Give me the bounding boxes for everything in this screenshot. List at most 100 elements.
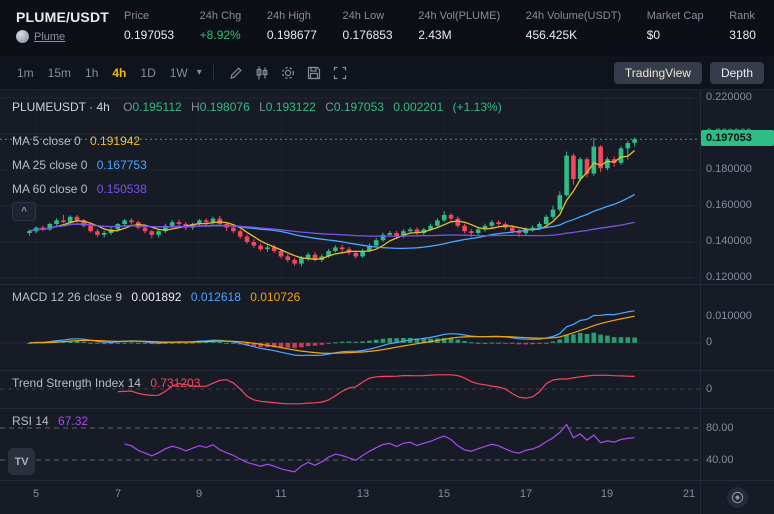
high-value: 0.198076	[199, 100, 250, 114]
stat-market-cap: Market Cap $0	[647, 10, 704, 56]
time-axis-label: 11	[275, 488, 287, 500]
market-stats: Price 0.197053 24h Chg +8.92% 24h High 0…	[108, 0, 774, 56]
stat-label: 24h Chg	[199, 10, 242, 22]
scroll-to-latest-button[interactable]	[727, 487, 748, 508]
symbol-interval-label: PLUMEUSDT · 4h	[12, 100, 110, 114]
timeframe-1m[interactable]: 1m	[17, 65, 34, 80]
stat-value: $0	[646, 28, 661, 42]
chart-area: PLUMEUSDT · 4h O0.195112 H0.198076 L0.19…	[0, 90, 774, 514]
price-chart-canvas[interactable]	[0, 90, 700, 284]
time-axis-label: 5	[32, 488, 40, 500]
stat-label: Rank	[729, 10, 755, 22]
time-axis-label: 7	[114, 488, 122, 500]
settings-gear-icon[interactable]	[275, 62, 301, 84]
stat-rank: Rank 3180	[729, 10, 756, 56]
last-price-tag: 0.197053	[701, 130, 774, 146]
price-axis-border	[700, 90, 701, 514]
collapse-indicator-button[interactable]: ^	[12, 202, 36, 221]
tradingview-logo[interactable]: TV	[8, 448, 35, 475]
rsi-legend: RSI 14 67.32	[12, 414, 94, 428]
stat-value: 2.43M	[418, 28, 452, 42]
timeframe-1h[interactable]: 1h	[85, 65, 99, 80]
save-icon[interactable]	[301, 62, 327, 84]
price-axis-label: 0.120000	[706, 271, 752, 283]
timeframe-4h-active[interactable]: 4h	[112, 65, 127, 80]
toolbar-divider	[212, 64, 214, 81]
timeframe-15m[interactable]: 15m	[47, 65, 72, 80]
timeframe-1d[interactable]: 1D	[140, 65, 156, 80]
rsi-value: 67.32	[58, 414, 89, 428]
panel-separator[interactable]	[0, 370, 774, 371]
draw-pencil-icon[interactable]	[223, 62, 249, 84]
macd-axis-label: 0.010000	[706, 310, 752, 322]
stat-label: 24h Low	[342, 10, 385, 22]
panel-separator[interactable]	[0, 284, 774, 285]
ma5-label: MA 5 close 0	[12, 134, 81, 148]
timeframe-1w[interactable]: 1W	[169, 65, 188, 80]
time-axis-label: 17	[519, 488, 533, 500]
macd-label: MACD 12 26 close 9	[12, 290, 123, 304]
close-key: C	[325, 100, 334, 114]
fullscreen-icon[interactable]	[327, 62, 353, 84]
low-key: L	[259, 100, 266, 114]
macd-signal-value: 0.010726	[250, 290, 301, 304]
stat-value: 0.176853	[342, 28, 393, 42]
ma25-label: MA 25 close 0	[12, 158, 88, 172]
topbar: PLUME/USDT Plume Price 0.197053 24h Chg …	[0, 0, 774, 56]
low-value: 0.193122	[265, 100, 316, 114]
stat-24h-chg: 24h Chg +8.92%	[200, 10, 242, 56]
stat-label: 24h Volume(USDT)	[525, 10, 622, 22]
stat-24h-vol-base: 24h Vol(PLUME) 2.43M	[418, 10, 500, 56]
change-percent: (+1.13%)	[452, 100, 502, 114]
time-axis-label: 21	[682, 488, 696, 500]
high-key: H	[191, 100, 200, 114]
stat-value: 0.197053	[124, 28, 175, 42]
plume-logo-icon	[16, 30, 29, 43]
stat-value: 3180	[729, 28, 756, 42]
macd-line-value: 0.012618	[190, 290, 241, 304]
ma60-label: MA 60 close 0	[12, 182, 88, 196]
stat-24h-vol-quote: 24h Volume(USDT) 456.425K	[526, 10, 621, 56]
chart-style-candles-icon[interactable]	[249, 62, 275, 84]
stat-label: 24h High	[266, 10, 311, 22]
coin-link[interactable]: Plume	[16, 30, 108, 43]
ma60-value: 0.150538	[96, 182, 147, 196]
price-axis-label: 0.220000	[706, 91, 752, 103]
tradingview-button[interactable]: TradingView	[613, 61, 702, 84]
macd-hist-value: 0.001892	[131, 290, 182, 304]
stat-24h-low: 24h Low 0.176853	[343, 10, 393, 56]
pair-block: PLUME/USDT Plume	[0, 0, 109, 56]
price-axis-label: 0.140000	[706, 235, 752, 247]
ohlc-legend: PLUMEUSDT · 4h O0.195112 H0.198076 L0.19…	[12, 100, 508, 114]
rsi-canvas[interactable]	[0, 408, 700, 480]
tsi-label: Trend Strength Index 14	[12, 376, 141, 390]
price-axis-label: 0.180000	[706, 163, 752, 175]
stat-value: +8.92%	[199, 28, 241, 42]
tsi-value: 0.731203	[150, 376, 201, 390]
coin-name-link[interactable]: Plume	[34, 30, 66, 43]
ma5-legend: MA 5 close 0 0.191942	[12, 134, 146, 148]
macd-canvas[interactable]	[0, 284, 700, 370]
price-axis-label: 0.160000	[706, 199, 752, 211]
open-value: 0.195112	[132, 100, 182, 114]
rsi-axis-label: 40.00	[706, 454, 734, 466]
stat-price: Price 0.197053	[124, 10, 174, 56]
time-axis-label: 19	[600, 488, 614, 500]
rsi-label: RSI 14	[12, 414, 49, 428]
stat-value: 456.425K	[525, 28, 578, 42]
tsi-legend: Trend Strength Index 14 0.731203	[12, 376, 206, 390]
timeframe-dropdown-caret[interactable]: ▾	[196, 67, 202, 78]
panel-separator[interactable]	[0, 408, 774, 409]
macd-legend: MACD 12 26 close 9 0.001892 0.012618 0.0…	[12, 290, 306, 304]
stat-label: 24h Vol(PLUME)	[418, 10, 501, 22]
trend-strength-canvas[interactable]	[0, 370, 700, 408]
ma60-legend: MA 60 close 0 0.150538	[12, 182, 153, 196]
depth-button[interactable]: Depth	[709, 61, 764, 84]
change-value: 0.002201	[393, 100, 444, 114]
time-axis-separator	[0, 480, 774, 481]
macd-axis-label: 0	[706, 336, 713, 348]
stat-label: Price	[124, 10, 150, 22]
target-icon	[731, 491, 744, 504]
stat-label: Market Cap	[646, 10, 704, 22]
